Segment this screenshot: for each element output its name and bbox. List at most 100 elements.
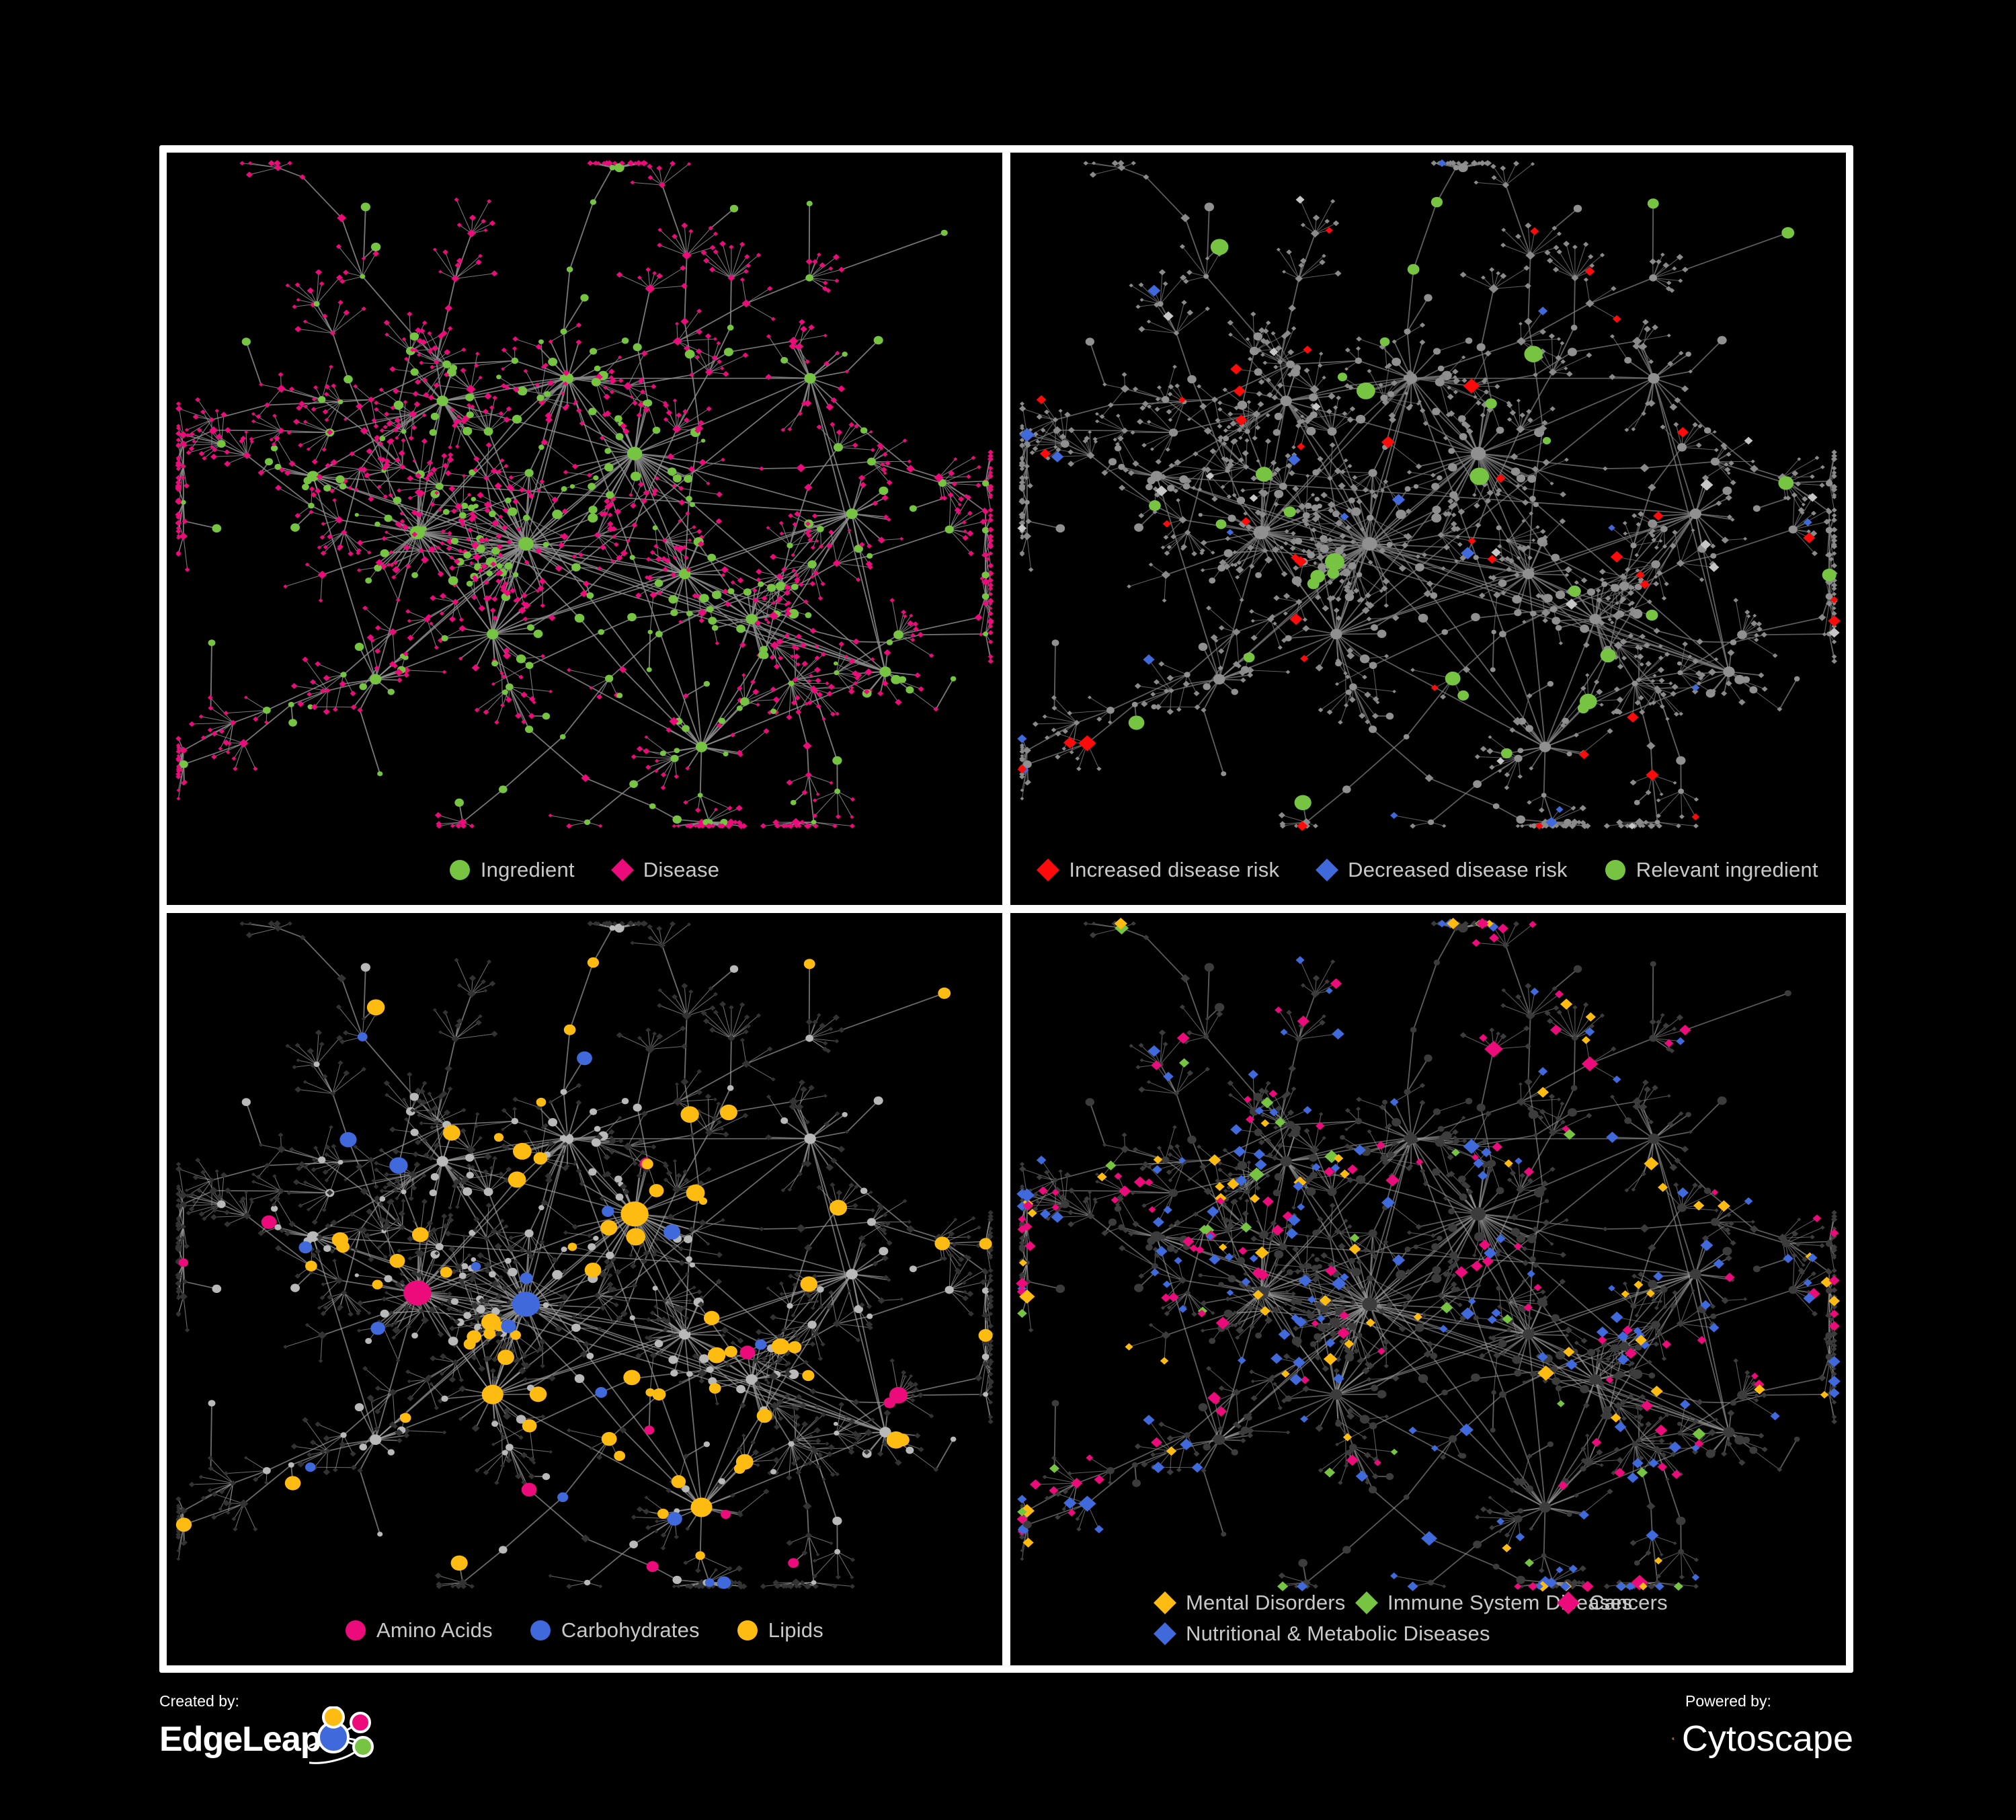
ingredient-node[interactable] bbox=[403, 1280, 432, 1306]
ingredient-node[interactable] bbox=[389, 1157, 408, 1174]
ingredient-node[interactable] bbox=[1447, 1224, 1457, 1232]
disease-node[interactable] bbox=[1286, 249, 1292, 255]
disease-node[interactable] bbox=[1475, 522, 1482, 528]
disease-node[interactable] bbox=[607, 1273, 613, 1278]
disease-node[interactable] bbox=[729, 1004, 734, 1010]
disease-node[interactable] bbox=[1193, 690, 1200, 697]
disease-node[interactable] bbox=[683, 417, 690, 423]
disease-node[interactable] bbox=[903, 1374, 908, 1379]
disease-node[interactable] bbox=[661, 538, 668, 543]
disease-node[interactable] bbox=[208, 1177, 215, 1183]
disease-node[interactable] bbox=[1733, 1358, 1738, 1363]
disease-node[interactable] bbox=[909, 613, 914, 618]
disease-node[interactable] bbox=[501, 1285, 508, 1292]
ingredient-node[interactable] bbox=[1309, 393, 1318, 401]
disease-node[interactable] bbox=[850, 685, 854, 690]
ingredient-node[interactable] bbox=[663, 1224, 681, 1240]
disease-node[interactable] bbox=[458, 1385, 467, 1392]
disease-node[interactable] bbox=[442, 1223, 449, 1229]
disease-node[interactable] bbox=[460, 367, 467, 373]
disease-node[interactable] bbox=[447, 1086, 453, 1091]
disease-node[interactable] bbox=[433, 382, 440, 389]
ingredient-node[interactable] bbox=[1306, 1187, 1316, 1196]
disease-node[interactable] bbox=[218, 1489, 225, 1495]
disease-node[interactable] bbox=[1184, 529, 1191, 536]
disease-node[interactable] bbox=[739, 241, 745, 247]
disease-node[interactable] bbox=[1822, 632, 1827, 637]
ingredient-node[interactable] bbox=[791, 583, 799, 590]
disease-node[interactable] bbox=[814, 656, 820, 661]
disease-node[interactable] bbox=[1163, 688, 1170, 694]
disease-node[interactable] bbox=[1053, 430, 1058, 434]
ingredient-node[interactable] bbox=[450, 1298, 459, 1305]
disease-node[interactable] bbox=[413, 401, 421, 407]
ingredient-node[interactable] bbox=[1676, 756, 1686, 765]
ingredient-node[interactable] bbox=[1203, 1034, 1209, 1039]
disease-node[interactable] bbox=[508, 475, 514, 480]
disease-node[interactable] bbox=[1451, 502, 1458, 508]
disease-node[interactable] bbox=[477, 491, 484, 499]
disease-node[interactable] bbox=[1509, 409, 1517, 416]
disease-node[interactable] bbox=[1549, 406, 1556, 411]
ingredient-node[interactable] bbox=[1566, 1511, 1572, 1517]
disease-node[interactable] bbox=[636, 1506, 643, 1513]
disease-node[interactable] bbox=[395, 1281, 401, 1288]
disease-node[interactable] bbox=[770, 1077, 776, 1082]
disease-node[interactable] bbox=[457, 549, 463, 553]
disease-node[interactable] bbox=[332, 707, 338, 712]
ingredient-node[interactable] bbox=[944, 1285, 954, 1294]
disease-node[interactable] bbox=[791, 1313, 796, 1318]
disease-node[interactable] bbox=[1236, 1326, 1244, 1334]
disease-node[interactable] bbox=[795, 1394, 803, 1400]
ingredient-node[interactable] bbox=[1737, 630, 1747, 639]
disease-node[interactable] bbox=[742, 1113, 749, 1119]
disease-node[interactable] bbox=[545, 1177, 553, 1184]
ingredient-node[interactable] bbox=[1457, 163, 1468, 173]
disease-node[interactable] bbox=[1392, 1375, 1400, 1382]
disease-node[interactable] bbox=[1454, 1319, 1459, 1324]
disease-node[interactable] bbox=[1525, 282, 1531, 289]
disease-node[interactable] bbox=[1445, 511, 1452, 517]
disease-node[interactable] bbox=[1204, 466, 1211, 473]
disease-node[interactable] bbox=[575, 1099, 582, 1106]
ingredient-node[interactable] bbox=[1611, 584, 1620, 592]
disease-node[interactable] bbox=[1053, 426, 1062, 434]
disease-node[interactable] bbox=[428, 1231, 434, 1237]
ingredient-node[interactable] bbox=[1485, 398, 1497, 409]
disease-node[interactable] bbox=[1447, 1146, 1451, 1150]
disease-node[interactable] bbox=[1317, 456, 1324, 462]
disease-node[interactable] bbox=[721, 566, 729, 573]
ingredient-node[interactable] bbox=[1236, 1257, 1246, 1265]
ingredient-node[interactable] bbox=[1431, 1273, 1442, 1283]
disease-node[interactable] bbox=[666, 1170, 673, 1177]
disease-node[interactable] bbox=[795, 345, 799, 350]
ingredient-node[interactable] bbox=[526, 624, 534, 631]
disease-node[interactable] bbox=[1383, 1239, 1389, 1244]
disease-node[interactable] bbox=[954, 1267, 961, 1274]
disease-node[interactable] bbox=[788, 513, 794, 518]
disease-node[interactable] bbox=[581, 774, 590, 783]
disease-node[interactable] bbox=[513, 387, 520, 393]
disease-node[interactable] bbox=[838, 266, 845, 273]
ingredient-node[interactable] bbox=[652, 1285, 658, 1291]
disease-node[interactable] bbox=[1305, 1234, 1310, 1238]
disease-node[interactable] bbox=[1359, 713, 1366, 719]
disease-node[interactable] bbox=[645, 1525, 651, 1531]
disease-node[interactable] bbox=[469, 1271, 475, 1277]
disease-node[interactable] bbox=[431, 345, 439, 352]
ingredient-node[interactable] bbox=[886, 1431, 906, 1449]
ingredient-node[interactable] bbox=[560, 1089, 567, 1095]
disease-node[interactable] bbox=[1819, 482, 1825, 488]
disease-node[interactable] bbox=[448, 1376, 456, 1383]
disease-node[interactable] bbox=[467, 403, 471, 407]
ingredient-node[interactable] bbox=[487, 629, 499, 639]
disease-node[interactable] bbox=[723, 370, 729, 377]
disease-node[interactable] bbox=[478, 253, 483, 258]
disease-node[interactable] bbox=[828, 1027, 834, 1031]
disease-node[interactable] bbox=[492, 1156, 497, 1161]
disease-node[interactable] bbox=[1095, 419, 1100, 424]
disease-node[interactable] bbox=[1447, 1154, 1454, 1160]
disease-node[interactable] bbox=[515, 713, 522, 719]
disease-node[interactable] bbox=[680, 317, 689, 325]
ingredient-node[interactable] bbox=[1631, 608, 1643, 619]
